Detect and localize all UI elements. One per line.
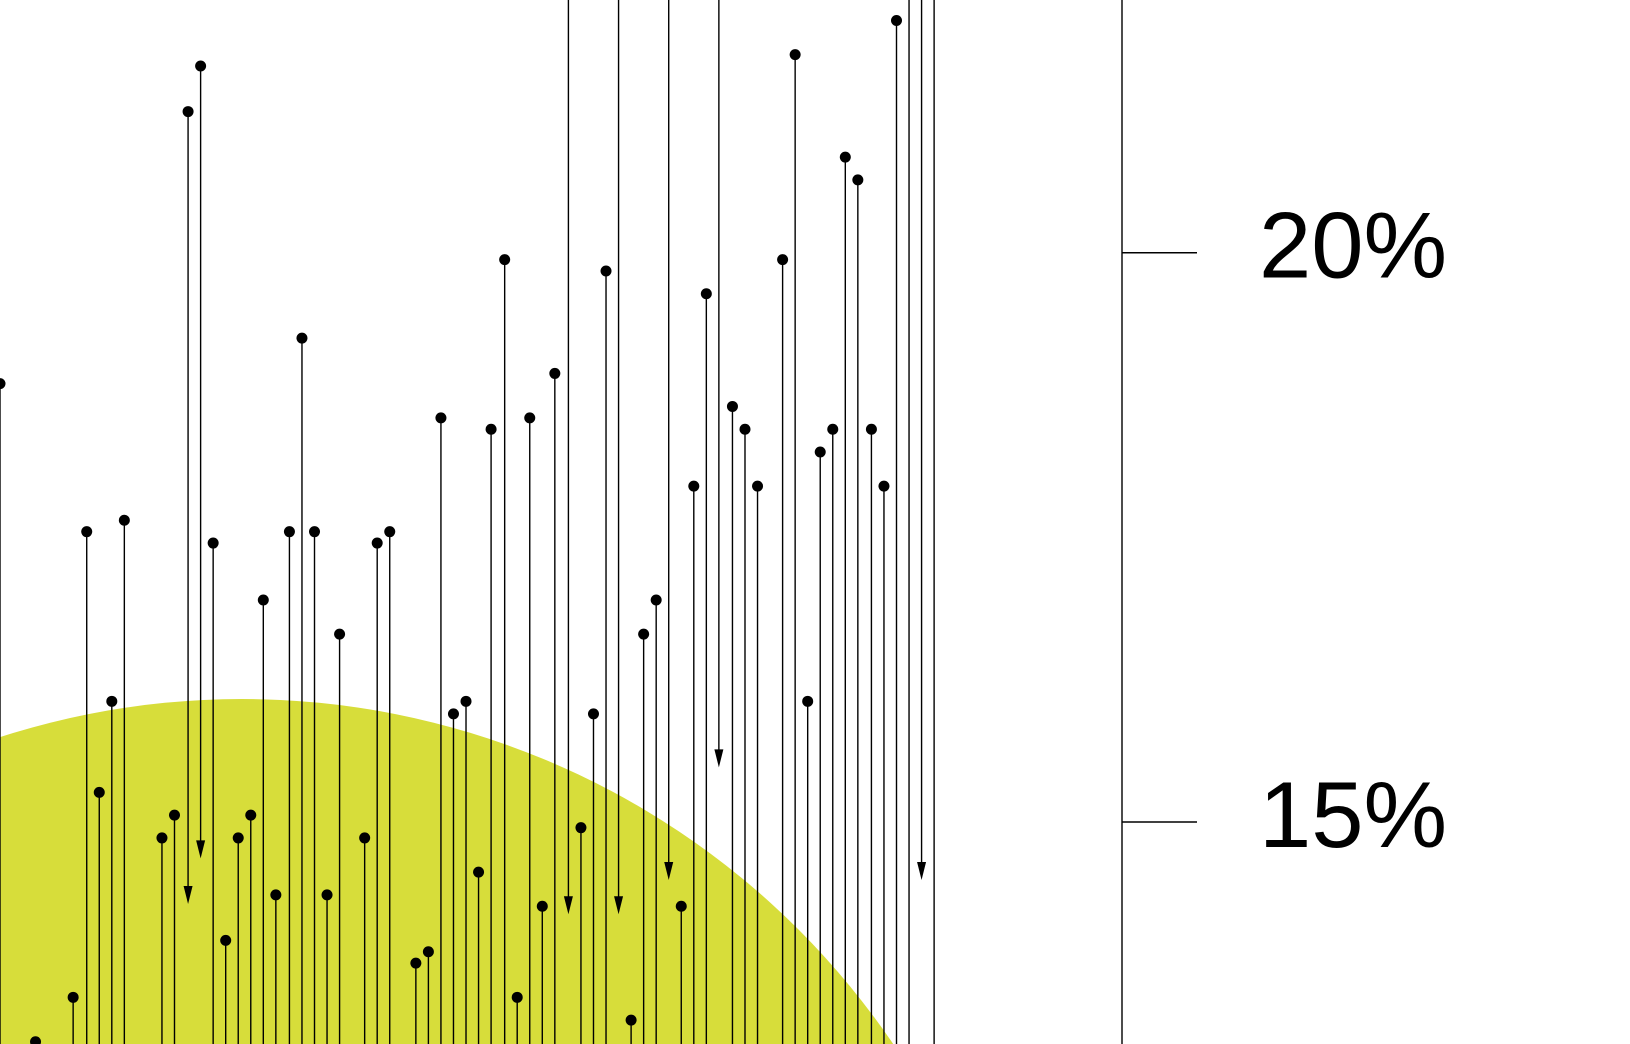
start-dot <box>536 900 548 912</box>
start-dot <box>511 991 523 1003</box>
start-dot <box>270 889 282 901</box>
start-dot <box>499 254 511 266</box>
arrow-head <box>563 896 573 915</box>
start-dot <box>283 526 295 538</box>
start-dot <box>460 695 472 707</box>
start-dot <box>296 332 308 344</box>
start-dot <box>549 367 561 379</box>
start-dot <box>384 526 396 538</box>
start-dot <box>257 594 269 606</box>
start-dot <box>118 514 130 526</box>
start-dot <box>195 60 207 72</box>
start-dot <box>182 106 194 118</box>
start-dot <box>245 809 257 821</box>
start-dot <box>334 628 346 640</box>
start-dot <box>739 423 751 435</box>
start-dot <box>371 537 383 549</box>
start-dot <box>625 1014 637 1026</box>
start-dot <box>839 151 851 163</box>
start-dot <box>575 822 587 834</box>
start-dot <box>321 889 333 901</box>
start-dot <box>220 934 232 946</box>
start-dot <box>587 708 599 720</box>
arrow-head <box>183 885 193 904</box>
arrow-head <box>664 862 674 881</box>
arrow-head <box>196 840 206 859</box>
start-dot <box>410 957 422 969</box>
start-dot <box>447 708 459 720</box>
start-dot <box>700 288 712 300</box>
background-blob <box>0 699 893 1044</box>
start-dot <box>168 809 180 821</box>
start-dot <box>232 832 244 844</box>
start-dot <box>638 628 650 640</box>
start-dot <box>600 265 612 277</box>
arrow-head <box>714 749 724 768</box>
start-dot <box>81 526 93 538</box>
start-dot <box>827 423 839 435</box>
start-dot <box>309 526 321 538</box>
start-dot <box>650 594 662 606</box>
start-dot <box>852 174 864 186</box>
start-dot <box>802 695 814 707</box>
start-dot <box>814 446 826 458</box>
start-dot <box>93 786 105 798</box>
start-dot <box>891 14 902 26</box>
start-dot <box>422 946 434 958</box>
start-dot <box>0 378 6 390</box>
start-dot <box>865 423 877 435</box>
start-dot <box>435 412 447 424</box>
start-dot <box>675 900 687 912</box>
y-tick-label: 15% <box>1259 762 1447 867</box>
arrow-head <box>614 896 624 915</box>
start-dot <box>207 537 219 549</box>
start-dot <box>473 866 485 878</box>
start-dot <box>485 423 497 435</box>
start-dot <box>789 49 801 61</box>
start-dot <box>156 832 168 844</box>
start-dot <box>752 480 764 492</box>
arrow-head <box>917 862 927 881</box>
start-dot <box>726 400 738 412</box>
start-dot <box>30 1036 42 1044</box>
y-tick-label: 20% <box>1259 193 1447 298</box>
start-dot <box>67 991 79 1003</box>
start-dot <box>359 832 371 844</box>
start-dot <box>878 480 890 492</box>
start-dot <box>688 480 700 492</box>
start-dot <box>524 412 536 424</box>
start-dot <box>106 695 118 707</box>
start-dot <box>777 254 789 266</box>
